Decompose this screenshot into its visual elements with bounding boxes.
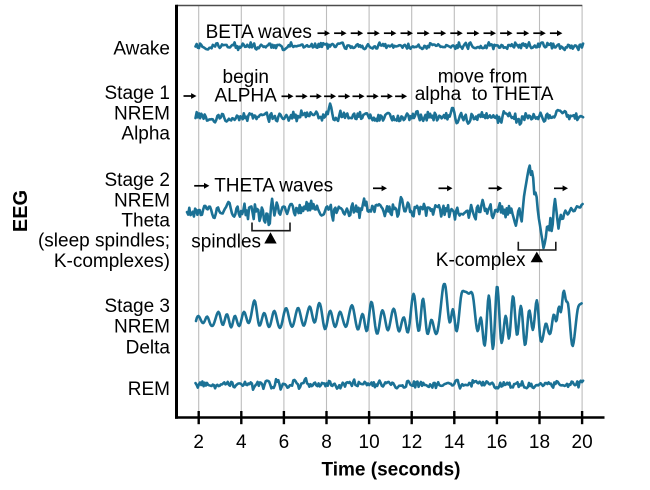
svg-text:12: 12 xyxy=(401,432,422,453)
svg-text:4: 4 xyxy=(236,432,247,453)
svg-text:8: 8 xyxy=(321,432,332,453)
svg-text:Alpha: Alpha xyxy=(121,124,170,145)
svg-text:10: 10 xyxy=(359,432,380,453)
svg-text:EEG: EEG xyxy=(10,190,32,232)
svg-text:NREM: NREM xyxy=(114,103,170,124)
svg-text:16: 16 xyxy=(486,432,507,453)
svg-text:20: 20 xyxy=(572,432,593,453)
svg-text:6: 6 xyxy=(279,432,290,453)
svg-text:ALPHA: ALPHA xyxy=(215,86,278,107)
svg-text:Theta: Theta xyxy=(121,211,170,232)
svg-text:BETA waves: BETA waves xyxy=(206,22,312,43)
svg-text:alpha to THETA: alpha to THETA xyxy=(415,84,554,105)
svg-text:THETA waves: THETA waves xyxy=(214,176,333,197)
svg-text:2: 2 xyxy=(193,432,204,453)
svg-text:move from: move from xyxy=(438,66,528,87)
svg-text:Awake: Awake xyxy=(113,39,170,60)
svg-text:spindles: spindles xyxy=(191,232,261,253)
svg-text:Time (seconds): Time (seconds) xyxy=(321,460,460,481)
svg-text:18: 18 xyxy=(529,432,550,453)
svg-text:REM: REM xyxy=(128,379,170,400)
svg-text:Stage 2: Stage 2 xyxy=(105,170,171,191)
svg-text:14: 14 xyxy=(444,432,466,453)
svg-text:Stage 1: Stage 1 xyxy=(105,83,171,104)
svg-text:Stage 3: Stage 3 xyxy=(105,296,171,317)
svg-text:K-complex: K-complex xyxy=(436,250,526,271)
svg-text:NREM: NREM xyxy=(114,317,170,338)
svg-text:Delta: Delta xyxy=(126,338,171,359)
svg-text:begin: begin xyxy=(223,67,270,88)
svg-text:NREM: NREM xyxy=(114,190,170,211)
svg-text:K-complexes): K-complexes) xyxy=(54,251,170,272)
svg-text:(sleep spindles;: (sleep spindles; xyxy=(38,231,170,252)
